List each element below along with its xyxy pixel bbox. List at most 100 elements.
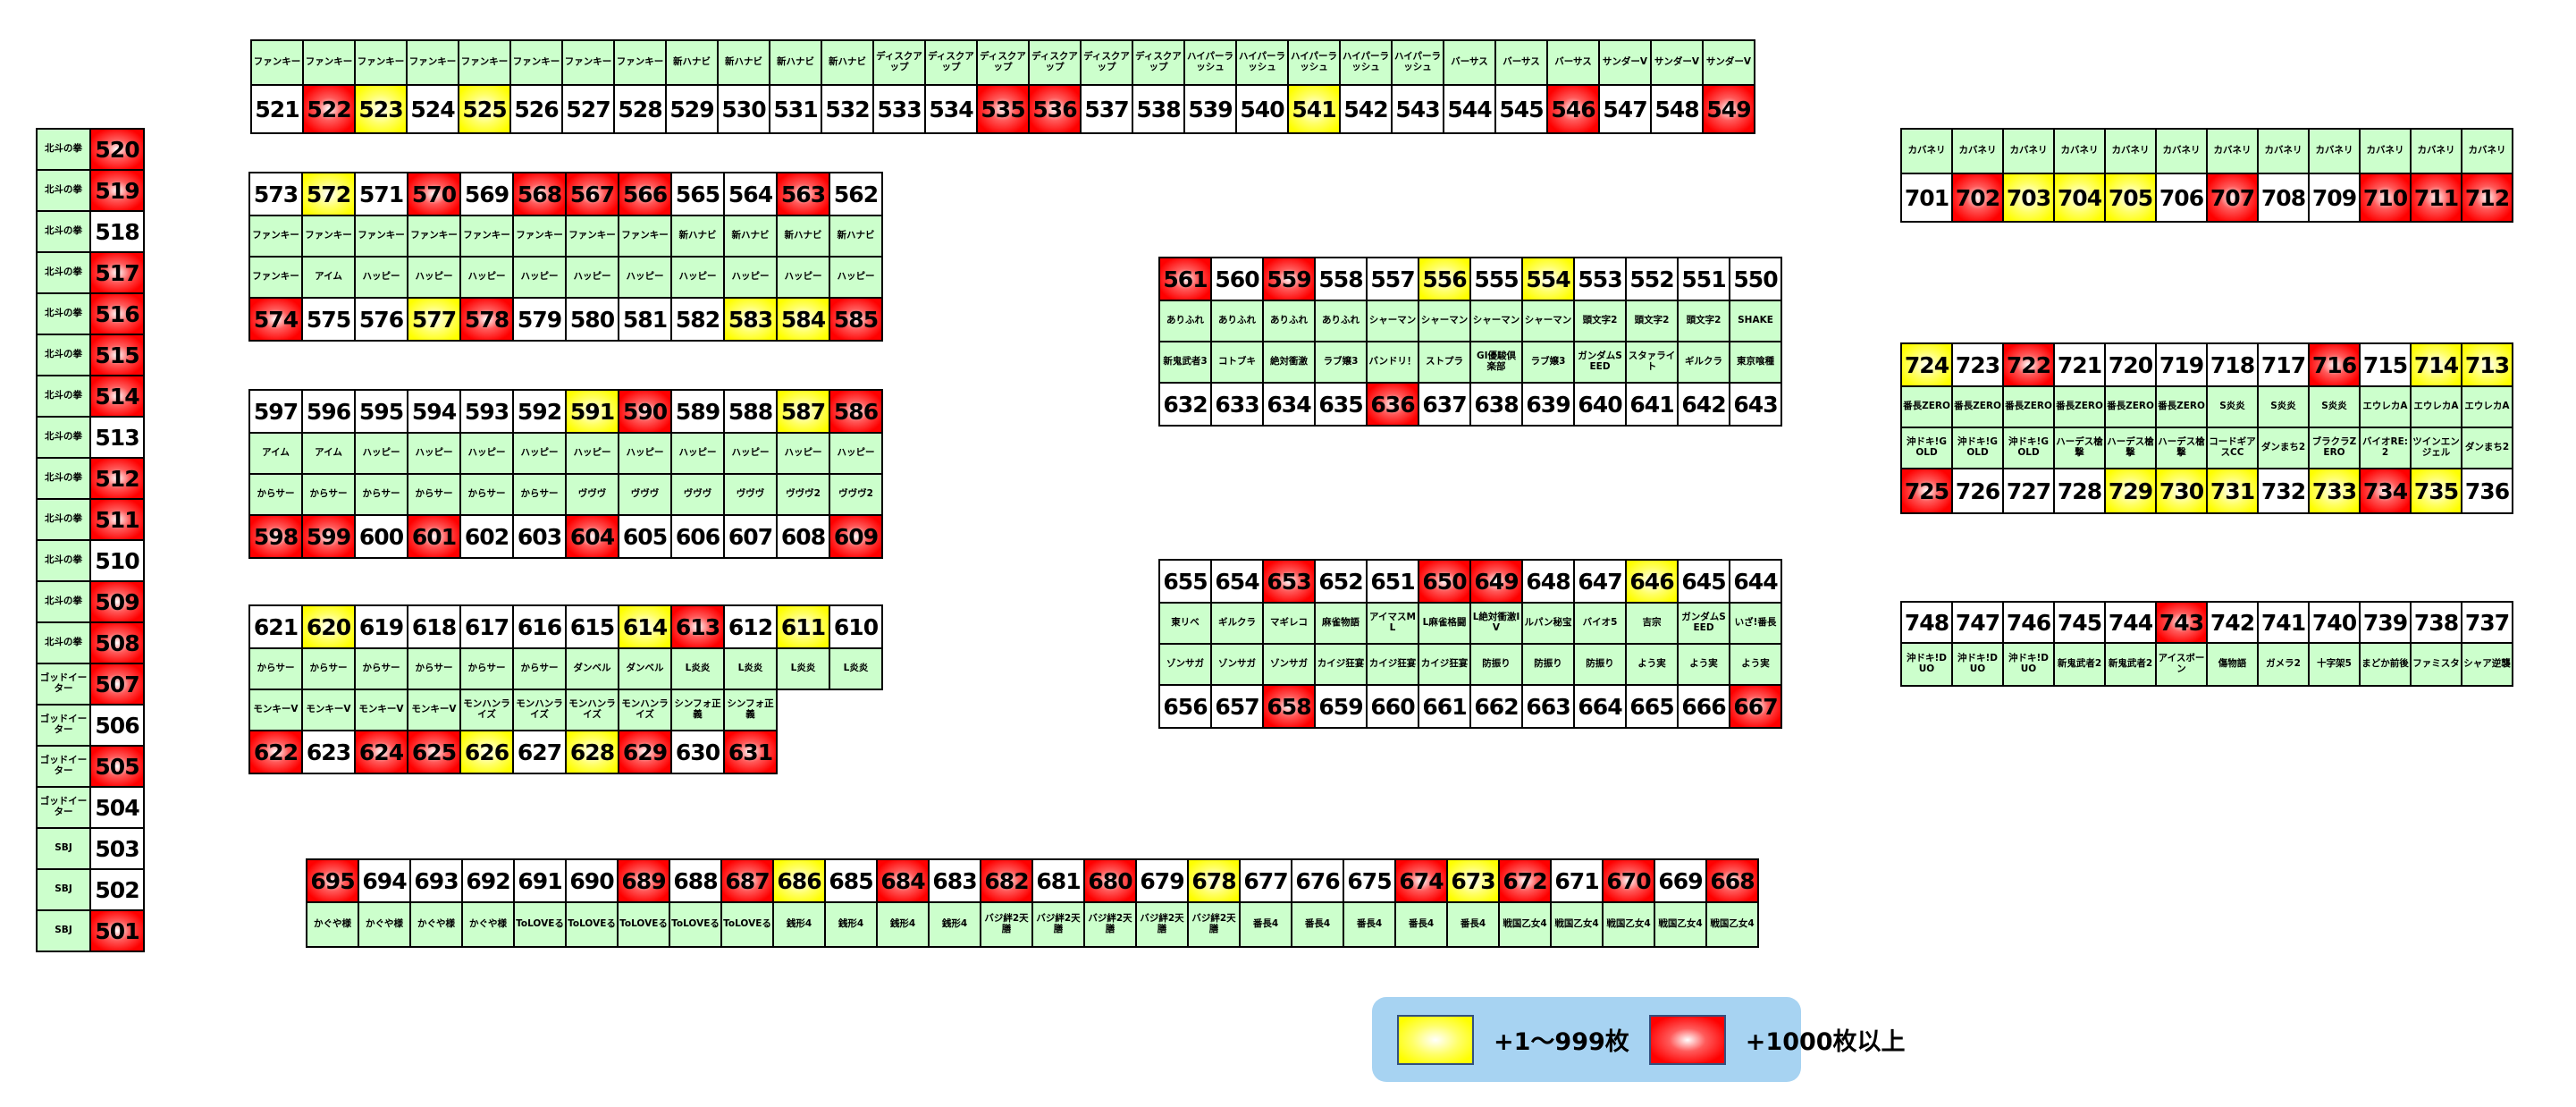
machine-name-cell: 番長4 xyxy=(1394,901,1448,948)
machine-name-cell: 北斗の拳 xyxy=(36,292,91,335)
machine-name-cell: ファンキー xyxy=(618,215,672,258)
machine-name-cell: ハッピー xyxy=(723,432,778,475)
block-row: 622 623 624 625 626 627 628 629 630 631 xyxy=(248,730,883,774)
machine-number-cell: 572 xyxy=(301,172,356,216)
machine-name-cell: サンダーV xyxy=(1598,39,1652,86)
machine-number-cell: 674 xyxy=(1394,858,1448,903)
machine-number-cell: 711 xyxy=(2410,173,2462,223)
machine-name-cell: 傷物語 xyxy=(2206,642,2259,687)
machine-number-cell: 647 xyxy=(1573,559,1627,604)
machine-name-cell: ToLOVEる xyxy=(617,901,670,948)
machine-number-cell: 702 xyxy=(1951,173,2004,223)
machine-number-cell: 726 xyxy=(1951,468,2004,514)
block-row: 北斗の拳 517 xyxy=(36,251,145,294)
legend-yellow-label: +1～999枚 xyxy=(1494,1028,1629,1056)
machine-number-cell: 603 xyxy=(512,514,567,559)
machine-name-cell: コトブキ xyxy=(1210,341,1264,384)
machine-number-cell: 660 xyxy=(1366,684,1419,729)
machine-number-cell: 552 xyxy=(1625,257,1679,301)
machine-number-cell: 564 xyxy=(723,172,778,216)
machine-number-cell: 567 xyxy=(565,172,619,216)
machine-name-cell: バンドリ！ xyxy=(1366,341,1419,384)
machine-name-cell: 十字架5 xyxy=(2308,642,2361,687)
machine-number-cell: 706 xyxy=(2155,173,2208,223)
machine-number-cell: 678 xyxy=(1187,858,1241,903)
machine-name-cell: ハッピー xyxy=(776,432,830,475)
machine-name-cell: ファンキー xyxy=(512,215,567,258)
machine-number-cell: 643 xyxy=(1729,382,1782,427)
block-row: 北斗の拳 519 xyxy=(36,169,145,212)
machine-name-cell: 番長ZERO xyxy=(1951,385,2004,428)
machine-number-cell: 629 xyxy=(618,730,672,774)
machine-number-cell: 626 xyxy=(459,730,514,774)
machine-number-cell: 720 xyxy=(2104,342,2157,387)
machine-number-cell: 688 xyxy=(669,858,722,903)
machine-name-cell: 沖ドキ!DUO xyxy=(2002,642,2055,687)
machine-number-cell: 732 xyxy=(2257,468,2310,514)
machine-number-cell: 533 xyxy=(872,84,926,134)
machine-name-cell: 頭文字2 xyxy=(1625,300,1679,342)
machine-number-cell: 692 xyxy=(461,858,515,903)
machine-name-cell: ファミスタ xyxy=(2410,642,2462,687)
machine-name-cell: カイジ狂宴 xyxy=(1418,643,1471,686)
machine-number-cell: 547 xyxy=(1598,84,1652,134)
machine-name-cell: 銭形4 xyxy=(876,901,930,948)
machine-number-cell: 693 xyxy=(409,858,463,903)
machine-number-cell: 610 xyxy=(829,604,883,649)
block-row: 北斗の拳 520 xyxy=(36,128,145,171)
machine-number-cell: 691 xyxy=(513,858,567,903)
machine-name-cell: ファンキー xyxy=(302,39,356,86)
machine-number-cell: 666 xyxy=(1677,684,1730,729)
machine-name-cell: 北斗の拳 xyxy=(36,251,91,294)
machine-name-cell: かぐや様 xyxy=(358,901,411,948)
machine-number-cell: 545 xyxy=(1494,84,1548,134)
machine-number-cell: 537 xyxy=(1080,84,1133,134)
machine-name-cell: かぐや様 xyxy=(409,901,463,948)
machine-number-cell: 735 xyxy=(2410,468,2462,514)
machine-name-cell: ハッピー xyxy=(354,256,408,299)
machine-name-cell: モンキーV xyxy=(301,689,356,731)
machine-number-cell: 650 xyxy=(1418,559,1471,604)
machine-name-cell: からサー xyxy=(354,647,408,690)
machine-name-cell: モンキーV xyxy=(354,689,408,731)
machine-number-cell: 652 xyxy=(1314,559,1368,604)
block-row: 沖ドキ!GOLD 沖ドキ!GOLD 沖ドキ!GOLD ハーデス槍撃 ハーデス槍撃 ハーデス… xyxy=(1900,427,2513,469)
machine-name-cell: 防振り xyxy=(1521,643,1575,686)
machine-name-cell: ハッピー xyxy=(776,256,830,299)
machine-name-cell: シャーマン xyxy=(1418,300,1471,342)
block-row: 597 596 595 594 593 592 591 590 589 588 587 586 xyxy=(248,389,883,434)
machine-name-cell: ハッピー xyxy=(354,432,408,475)
block-row: 沖ドキ!DUO 沖ドキ!DUO 沖ドキ!DUO 新鬼武者2 新鬼武者2 アイスボーン 傷物語… xyxy=(1900,642,2513,687)
machine-number-cell: 504 xyxy=(89,786,145,829)
block-row: 北斗の拳 510 xyxy=(36,539,145,582)
machine-name-cell: L炎炎 xyxy=(776,647,830,690)
machine-number-cell: 727 xyxy=(2002,468,2055,514)
machine-number-cell: 746 xyxy=(2002,601,2055,644)
block-row: 北斗の拳 512 xyxy=(36,457,145,500)
machine-name-cell: コードギアスCC xyxy=(2206,427,2259,469)
machine-number-cell: 707 xyxy=(2206,173,2259,223)
machine-name-cell: からサー xyxy=(301,473,356,516)
machine-number-cell: 579 xyxy=(512,297,567,342)
machine-number-cell: 695 xyxy=(306,858,359,903)
machine-number-cell: 576 xyxy=(354,297,408,342)
machine-name-cell: ゴッドイーター xyxy=(36,704,91,747)
machine-name-cell: 頭文字2 xyxy=(1573,300,1627,342)
machine-name-cell: カバネリ xyxy=(2359,128,2412,174)
block-row: 695 694 693 692 691 690 689 688 687 686 685 684 683 6… xyxy=(306,858,1759,903)
machine-number-cell: 654 xyxy=(1210,559,1264,604)
machine-name-cell: ファンキー xyxy=(354,39,408,86)
machine-number-cell: 730 xyxy=(2155,468,2208,514)
machine-number-cell: 659 xyxy=(1314,684,1368,729)
block-row: ゴッドイーター 507 xyxy=(36,663,145,706)
machine-name-cell: カバネリ xyxy=(1951,128,2004,174)
machine-name-cell: ゴッドイーター xyxy=(36,745,91,788)
machine-number-cell: 618 xyxy=(407,604,461,649)
machine-name-cell: ありふれ xyxy=(1210,300,1264,342)
machine-number-cell: 679 xyxy=(1135,858,1189,903)
machine-name-cell: カバネリ xyxy=(2257,128,2310,174)
machine-name-cell: かぐや様 xyxy=(461,901,515,948)
machine-number-cell: 524 xyxy=(406,84,459,134)
machine-name-cell: 沖ドキ!GOLD xyxy=(1900,427,1953,469)
